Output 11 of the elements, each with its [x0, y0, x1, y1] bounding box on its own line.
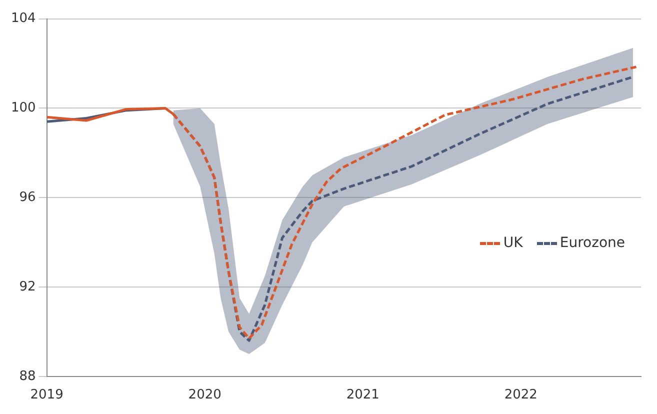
- y-tick-label: 88: [19, 368, 36, 384]
- y-tick-label: 96: [19, 190, 36, 205]
- legend-label: Eurozone: [560, 235, 625, 251]
- legend-label: UK: [503, 235, 523, 251]
- y-tick-label: 92: [19, 279, 36, 294]
- x-tick-label: 2019: [30, 388, 64, 403]
- x-tick-label: 2021: [346, 388, 380, 403]
- x-tick-label: 2020: [188, 388, 222, 403]
- y-tick-label: 104: [10, 11, 36, 26]
- x-tick-label: 2022: [504, 388, 538, 403]
- y-tick-label: 100: [10, 100, 36, 116]
